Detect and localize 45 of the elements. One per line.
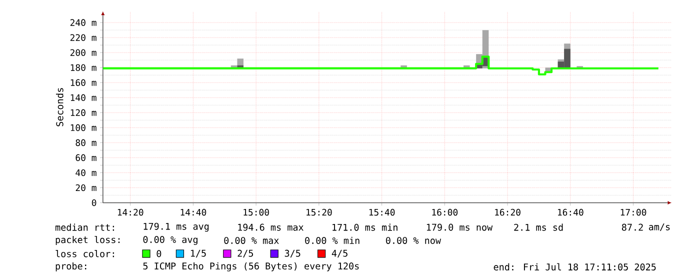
text: probe:	[56, 262, 86, 272]
y-tick-label: 180 m	[70, 64, 96, 71]
legend-label: 3/5	[284, 250, 300, 258]
x-tick-label: 16:00	[432, 208, 458, 216]
text: 2.1 ms sd	[514, 224, 563, 231]
legend-label: 0	[156, 250, 162, 258]
text: median rtt:	[56, 224, 114, 231]
text: 0.00 % avg	[143, 236, 198, 245]
x-tick-label: 14:40	[180, 208, 206, 216]
text: 179.1 ms avg	[144, 222, 209, 232]
legend-label: 2/5	[238, 250, 254, 258]
x-tick-label: 16:40	[558, 208, 584, 216]
legend-title: loss color:	[56, 250, 114, 258]
text: 0.00 % max	[224, 236, 279, 244]
x-tick-label: 17:00	[620, 208, 646, 216]
legend-label: 4/5	[332, 250, 348, 258]
x-tick-label: 15:20	[306, 208, 332, 216]
text: 0.00 % now	[386, 236, 442, 244]
text: 5 ICMP Echo Pings (56 Bytes) every 120s	[143, 262, 359, 272]
y-tick-label: 100 m	[70, 124, 96, 132]
x-tick-label: 14:20	[118, 208, 144, 216]
y-tick-label: 140 m	[70, 94, 96, 102]
text: packet loss:	[56, 236, 120, 245]
text: 87.2	[622, 224, 643, 231]
y-tick-label: 0	[92, 199, 96, 206]
y-tick-label: 160 m	[70, 79, 96, 86]
y-tick-label: 200 m	[70, 49, 96, 56]
text: am/s	[648, 223, 670, 232]
x-tick-label: 16:20	[495, 208, 520, 216]
x-tick-label: 15:40	[369, 208, 395, 216]
legend-label: 1/5	[190, 250, 206, 258]
text: 0.00 % min	[305, 236, 360, 244]
y-tick-label: 80 m	[76, 139, 96, 146]
y-axis-title: Seconds	[56, 88, 64, 126]
x-tick-label: 15:00	[244, 208, 269, 216]
text: 179.0 ms now	[426, 224, 493, 231]
text: end: Fri Jul 18 17:11:05 2025	[494, 263, 656, 270]
y-tick-label: 60 m	[76, 154, 96, 162]
y-tick-label: 240 m	[70, 19, 96, 26]
text: 194.6 ms max	[238, 224, 304, 231]
y-tick-label: 20 m	[76, 184, 96, 192]
y-tick-label: 120 m	[70, 109, 96, 116]
text: 171.0 ms min	[332, 224, 398, 231]
y-tick-label: 40 m	[76, 169, 96, 176]
y-tick-label: 220 m	[70, 34, 96, 41]
